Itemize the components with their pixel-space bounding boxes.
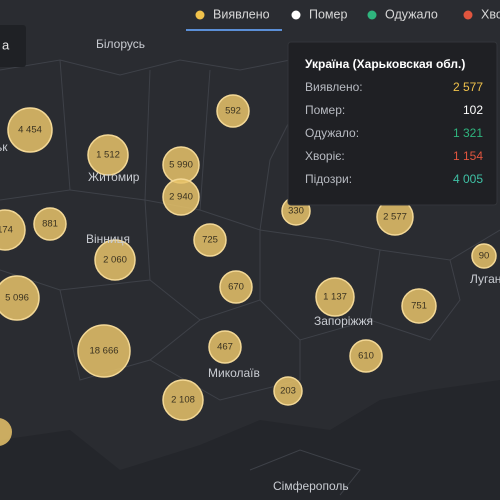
place-label: Житомир: [88, 170, 140, 184]
place-label: Вінниця: [86, 232, 130, 246]
bubble-label: 1 137: [323, 292, 347, 303]
place-label: ьк: [0, 140, 8, 154]
bubble[interactable]: [162, 379, 204, 421]
tooltip-row-value: 4 005: [453, 172, 483, 186]
tooltip-box: [287, 41, 498, 206]
bubble[interactable]: [273, 376, 303, 406]
bubble-label: 5 990: [169, 160, 193, 171]
bubble-label: 1 512: [96, 150, 120, 161]
tooltip-row-value: 102: [463, 103, 483, 117]
bubble-label: 2 060: [103, 255, 127, 266]
bubble[interactable]: [77, 324, 131, 378]
tooltip-row-label: Помер:: [305, 103, 345, 117]
bubble-label: 18 666: [89, 346, 118, 357]
tab-label[interactable]: Одужало: [385, 7, 438, 21]
bubble[interactable]: [193, 223, 227, 257]
tooltip-title: Україна (Харьковская обл.): [305, 57, 465, 71]
bubble[interactable]: [7, 107, 53, 153]
place-label: Луган: [470, 272, 500, 286]
bubble-label: 610: [358, 351, 374, 362]
place-layer: Білорусь ьк Житомир Вінниця Запоріжжя Миколаї…: [0, 37, 500, 493]
bubble-layer: 4 454 1 512 592 5 990 2 940 174 881 2 060 725 330…: [0, 94, 497, 446]
place-label: Білорусь: [96, 37, 145, 51]
side-panel-label: а: [2, 37, 10, 52]
active-tab-underline: [186, 29, 282, 31]
bubble[interactable]: [87, 134, 129, 176]
tooltip-row-value: 1 321: [453, 126, 483, 140]
region-borders: [0, 59, 500, 496]
bubble[interactable]: [349, 339, 383, 373]
tooltip-row-value: 1 154: [453, 149, 483, 163]
bubble[interactable]: [0, 275, 40, 321]
bubble-label: 592: [225, 106, 241, 117]
tooltip-row-label: Хворіє:: [305, 149, 345, 163]
bubble[interactable]: [33, 207, 67, 241]
bubble[interactable]: [219, 270, 253, 304]
bubble-label: 4 454: [18, 125, 42, 136]
tab-bar-bg: [180, 0, 500, 30]
bubble-label: 2 108: [171, 395, 195, 406]
bubble-label: 90: [479, 251, 490, 262]
tooltip: Україна (Харьковская обл.) Виявлено: 2 57…: [287, 41, 498, 206]
bubble[interactable]: [471, 243, 497, 269]
bubble[interactable]: [208, 330, 242, 364]
bubble-label: 725: [202, 235, 218, 246]
bubble[interactable]: [315, 277, 355, 317]
bubble-label: 2 940: [169, 192, 193, 203]
tab-label[interactable]: Хворі: [481, 7, 500, 21]
bubble[interactable]: [216, 94, 250, 128]
tab-label[interactable]: Помер: [309, 7, 347, 21]
tooltip-row-label: Підозри:: [305, 172, 352, 186]
bubble[interactable]: [0, 418, 12, 446]
place-label: Миколаїв: [208, 366, 260, 380]
bubble[interactable]: [0, 209, 26, 251]
bubble-label: 5 096: [5, 293, 29, 304]
place-label: Сімферополь: [273, 479, 349, 493]
bubble-label: 751: [411, 301, 427, 312]
bubble-label: 330: [288, 206, 304, 217]
bubble[interactable]: [162, 178, 200, 216]
side-panel: [0, 25, 26, 67]
place-label: Запоріжжя: [314, 314, 373, 328]
bubble[interactable]: [94, 239, 136, 281]
tooltip-row-value: 2 577: [453, 80, 483, 94]
tab-bar: Виявлено Помер Одужало Хворі: [180, 0, 500, 31]
bubble-label: 174: [0, 225, 13, 236]
bubble-label: 203: [280, 386, 296, 397]
tooltip-row-label: Виявлено:: [305, 80, 363, 94]
tab-dot: [291, 10, 301, 20]
tab-dot: [367, 10, 377, 20]
tab-dot: [463, 10, 473, 20]
bubble-label: 2 577: [383, 212, 407, 223]
sea: [0, 380, 500, 500]
bubble-label: 670: [228, 282, 244, 293]
bubble[interactable]: [401, 288, 437, 324]
bubble-label: 881: [42, 219, 58, 230]
tab-dot: [195, 10, 205, 20]
tooltip-row-label: Одужало:: [305, 126, 359, 140]
tab-label[interactable]: Виявлено: [213, 7, 270, 21]
bubble-label: 467: [217, 342, 233, 353]
